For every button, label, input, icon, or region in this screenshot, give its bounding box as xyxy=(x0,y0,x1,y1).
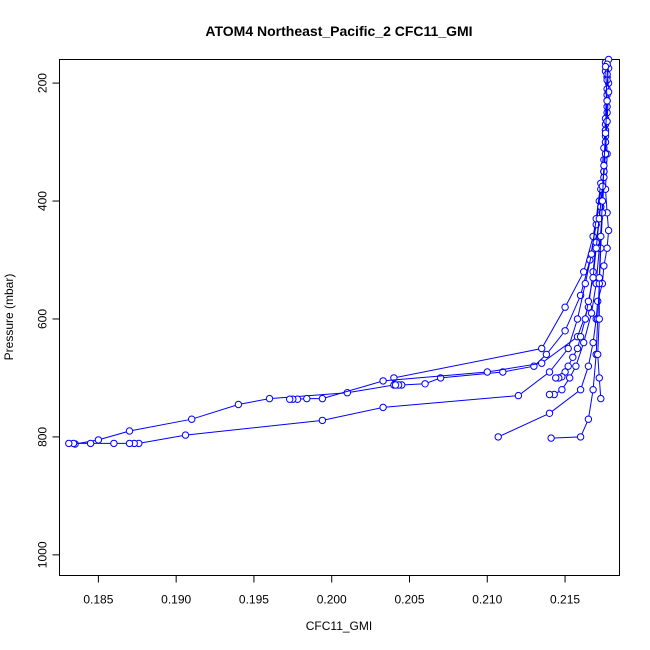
data-point xyxy=(558,386,566,394)
x-tick-label: 0.190 xyxy=(161,593,191,607)
data-point xyxy=(545,409,554,417)
data-point xyxy=(595,374,603,382)
data-point xyxy=(318,416,327,425)
data-point xyxy=(604,226,613,235)
y-axis-label: Pressure (mbar) xyxy=(2,274,16,361)
y-tick-label: 800 xyxy=(36,427,50,447)
data-point xyxy=(587,250,596,258)
data-point xyxy=(379,403,387,412)
data-point xyxy=(542,350,551,359)
data-point xyxy=(94,436,103,444)
data-point xyxy=(572,362,580,370)
data-point xyxy=(303,394,311,403)
data-point xyxy=(483,368,491,376)
data-point xyxy=(110,439,118,448)
data-point xyxy=(181,431,190,439)
data-point xyxy=(601,129,610,137)
data-point xyxy=(595,215,603,223)
data-point xyxy=(576,333,585,341)
plot-area xyxy=(65,55,613,448)
data-point xyxy=(318,394,327,403)
x-tick-label: 0.215 xyxy=(550,593,580,607)
data-point xyxy=(538,359,546,367)
data-point xyxy=(514,391,523,400)
y-tick-label: 600 xyxy=(36,309,50,329)
data-point xyxy=(603,244,611,252)
data-point xyxy=(581,279,589,288)
data-point xyxy=(603,97,611,105)
data-point xyxy=(125,439,134,448)
data-point xyxy=(188,415,196,423)
data-point xyxy=(584,297,593,305)
data-point xyxy=(594,350,602,359)
data-point xyxy=(569,353,577,361)
data-point xyxy=(125,427,134,435)
data-point xyxy=(576,433,585,441)
data-point xyxy=(587,309,596,317)
data-point xyxy=(584,415,593,423)
data-point xyxy=(600,161,608,170)
x-tick-label: 0.195 xyxy=(239,593,269,607)
y-tick-label: 400 xyxy=(36,191,50,211)
data-point xyxy=(580,338,588,347)
x-axis-label: CFC11_GMI xyxy=(306,619,372,633)
data-point xyxy=(552,374,560,382)
x-axis: 0.185 0.190 0.195 0.200 0.205 0.210 0.215 xyxy=(83,575,580,607)
data-point xyxy=(573,344,582,353)
data-point xyxy=(589,338,597,347)
data-point xyxy=(598,182,607,191)
plot-frame xyxy=(59,59,620,576)
data-point xyxy=(589,386,597,394)
data-point xyxy=(379,377,387,385)
data-point xyxy=(566,374,574,382)
x-tick-label: 0.205 xyxy=(394,593,424,607)
x-tick-label: 0.210 xyxy=(472,593,502,607)
data-point xyxy=(597,232,605,241)
data-point xyxy=(573,315,582,323)
data-point xyxy=(576,386,585,394)
data-point xyxy=(265,394,274,403)
data-point xyxy=(65,439,73,448)
data-point xyxy=(494,433,502,441)
data-point xyxy=(499,368,507,376)
data-point xyxy=(547,434,555,442)
data-point xyxy=(589,274,597,282)
y-tick-label: 1000 xyxy=(36,541,50,568)
data-point xyxy=(597,394,605,403)
data-point xyxy=(594,297,602,305)
y-axis: 200 400 600 800 1000 xyxy=(36,73,60,568)
data-point xyxy=(561,327,569,335)
data-point xyxy=(584,362,593,370)
y-tick-label: 200 xyxy=(36,73,50,93)
data-point xyxy=(545,368,554,376)
data-point xyxy=(581,315,589,323)
data-point xyxy=(601,150,610,158)
x-tick-label: 0.185 xyxy=(83,593,113,607)
data-point xyxy=(86,439,95,448)
data-point xyxy=(598,197,607,205)
data-point xyxy=(592,244,600,252)
chart-title: ATOM4 Northeast_Pacific_2 CFC11_GMI xyxy=(205,23,472,39)
data-point xyxy=(545,390,554,399)
data-point xyxy=(561,303,569,311)
data-point xyxy=(603,117,611,126)
data-point xyxy=(564,362,572,370)
data-point xyxy=(564,344,572,353)
data-point xyxy=(391,381,400,389)
data-point xyxy=(286,395,294,403)
data-point xyxy=(600,262,608,270)
data-point xyxy=(595,315,603,323)
data-point xyxy=(421,380,429,388)
data-point xyxy=(538,344,546,353)
data-point xyxy=(595,274,603,282)
data-point xyxy=(234,400,243,409)
data-point xyxy=(601,62,610,71)
x-tick-label: 0.200 xyxy=(317,593,347,607)
